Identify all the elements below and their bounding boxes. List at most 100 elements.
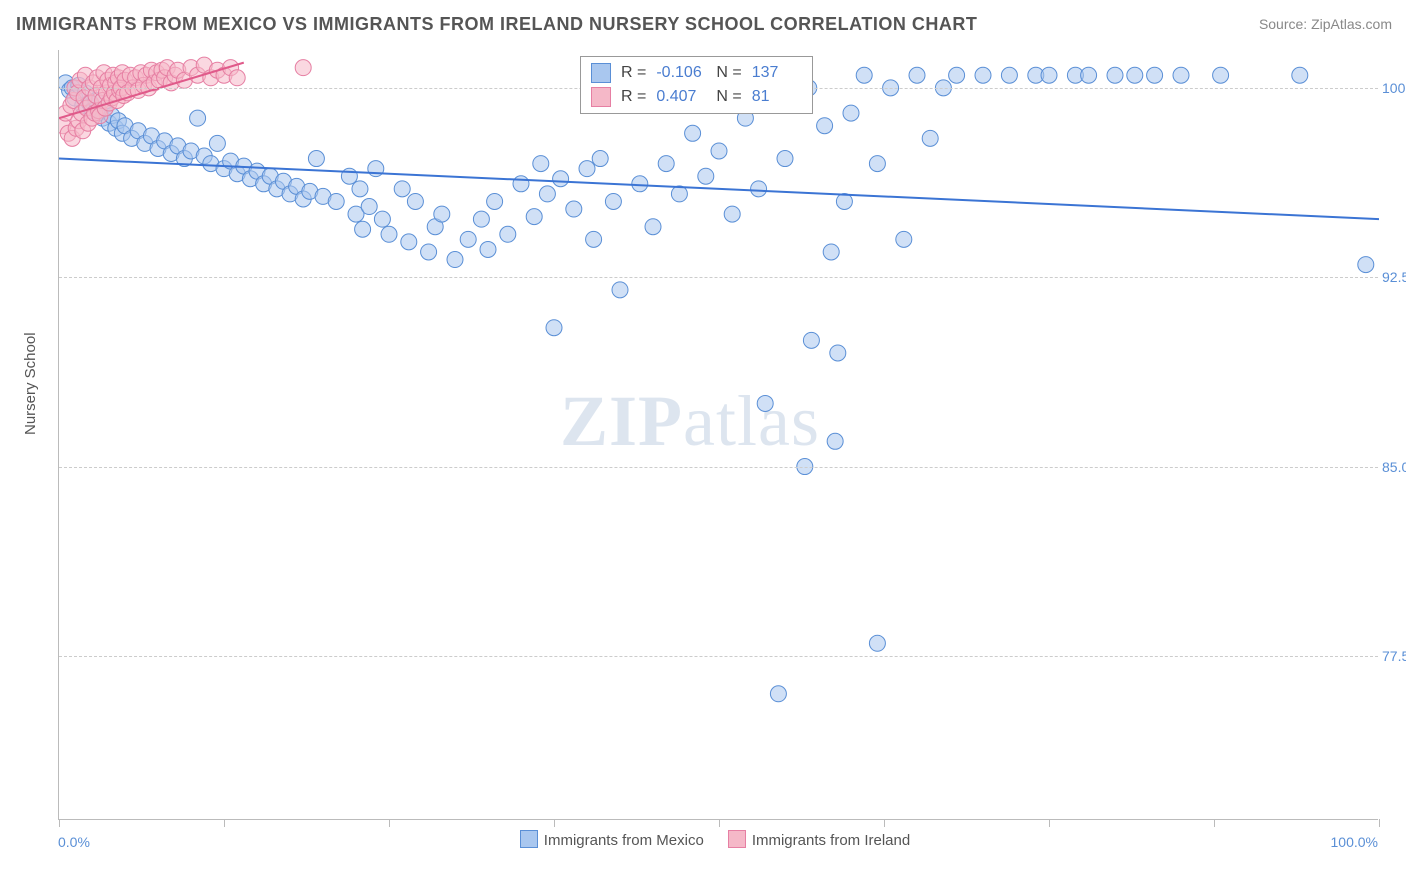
data-point	[645, 219, 661, 235]
data-point	[170, 62, 186, 78]
data-point	[216, 67, 232, 83]
data-point	[105, 67, 121, 83]
data-point	[157, 70, 173, 86]
data-point	[1041, 67, 1057, 83]
x-tick	[884, 819, 885, 827]
data-point	[183, 60, 199, 76]
data-point	[401, 234, 417, 250]
data-point	[150, 140, 166, 156]
data-point	[658, 156, 674, 172]
data-point	[869, 635, 885, 651]
data-point	[117, 72, 133, 88]
data-point	[275, 173, 291, 189]
data-point	[102, 77, 118, 93]
source-prefix: Source:	[1259, 16, 1311, 32]
data-point	[460, 231, 476, 247]
data-point	[209, 135, 225, 151]
y-axis-title: Nursery School	[22, 332, 39, 435]
data-point	[817, 118, 833, 134]
data-point	[236, 158, 252, 174]
data-point	[124, 130, 140, 146]
data-point	[101, 115, 117, 131]
data-point	[190, 110, 206, 126]
data-point	[76, 90, 92, 106]
data-point	[75, 123, 91, 139]
data-point	[1067, 67, 1083, 83]
watermark-rest: atlas	[683, 381, 820, 461]
data-point	[856, 67, 872, 83]
data-point	[836, 193, 852, 209]
data-point	[341, 168, 357, 184]
data-point	[203, 70, 219, 86]
stats-row: R =0.407N =81	[591, 85, 802, 109]
y-tick-label: 77.5%	[1382, 648, 1406, 664]
data-point	[163, 146, 179, 162]
data-point	[949, 67, 965, 83]
source-attribution: Source: ZipAtlas.com	[1259, 16, 1392, 32]
data-point	[1081, 67, 1097, 83]
data-point	[92, 108, 108, 124]
bottom-legend: Immigrants from MexicoImmigrants from Ir…	[0, 830, 1406, 849]
gridline	[59, 467, 1378, 468]
r-label: R =	[621, 64, 646, 82]
n-value: 137	[752, 64, 802, 82]
data-point	[1213, 67, 1229, 83]
data-point	[685, 125, 701, 141]
x-tick	[389, 819, 390, 827]
data-point	[229, 166, 245, 182]
data-point	[91, 105, 107, 121]
data-point	[368, 161, 384, 177]
y-tick-label: 85.0%	[1382, 459, 1406, 475]
source-name: ZipAtlas.com	[1311, 16, 1392, 32]
x-tick	[554, 819, 555, 827]
data-point	[157, 133, 173, 149]
data-point	[751, 181, 767, 197]
x-tick	[224, 819, 225, 827]
data-point	[566, 201, 582, 217]
data-point	[605, 193, 621, 209]
data-point	[138, 67, 154, 83]
data-point	[190, 67, 206, 83]
data-point	[1127, 67, 1143, 83]
y-tick-label: 92.5%	[1382, 269, 1406, 285]
x-tick	[59, 819, 60, 827]
data-point	[553, 171, 569, 187]
data-point	[315, 188, 331, 204]
data-point	[114, 65, 130, 81]
data-point	[63, 98, 79, 114]
data-point	[407, 193, 423, 209]
data-point	[183, 143, 199, 159]
data-point	[869, 156, 885, 172]
data-point	[487, 193, 503, 209]
data-point	[394, 181, 410, 197]
data-point	[60, 125, 76, 141]
data-point	[513, 176, 529, 192]
n-label: N =	[716, 64, 741, 82]
data-point	[539, 186, 555, 202]
legend-swatch	[728, 830, 746, 848]
data-point	[135, 77, 151, 93]
data-point	[97, 100, 113, 116]
data-point	[289, 178, 305, 194]
data-point	[77, 67, 93, 83]
data-point	[295, 191, 311, 207]
data-point	[302, 183, 318, 199]
data-point	[101, 95, 117, 111]
data-point	[59, 105, 74, 121]
data-point	[500, 226, 516, 242]
data-point	[73, 105, 89, 121]
r-label: R =	[621, 88, 646, 106]
data-point	[203, 156, 219, 172]
data-point	[91, 103, 107, 119]
data-point	[223, 60, 239, 76]
watermark-bold: ZIP	[560, 381, 683, 461]
data-point	[100, 72, 116, 88]
data-point	[724, 206, 740, 222]
stats-row: R =-0.106N =137	[591, 61, 802, 85]
data-point	[256, 176, 272, 192]
data-point	[117, 118, 133, 134]
gridline	[59, 277, 1378, 278]
stats-legend-box: R =-0.106N =137R =0.407N =81	[580, 56, 813, 114]
x-tick	[1214, 819, 1215, 827]
data-point	[112, 82, 128, 98]
